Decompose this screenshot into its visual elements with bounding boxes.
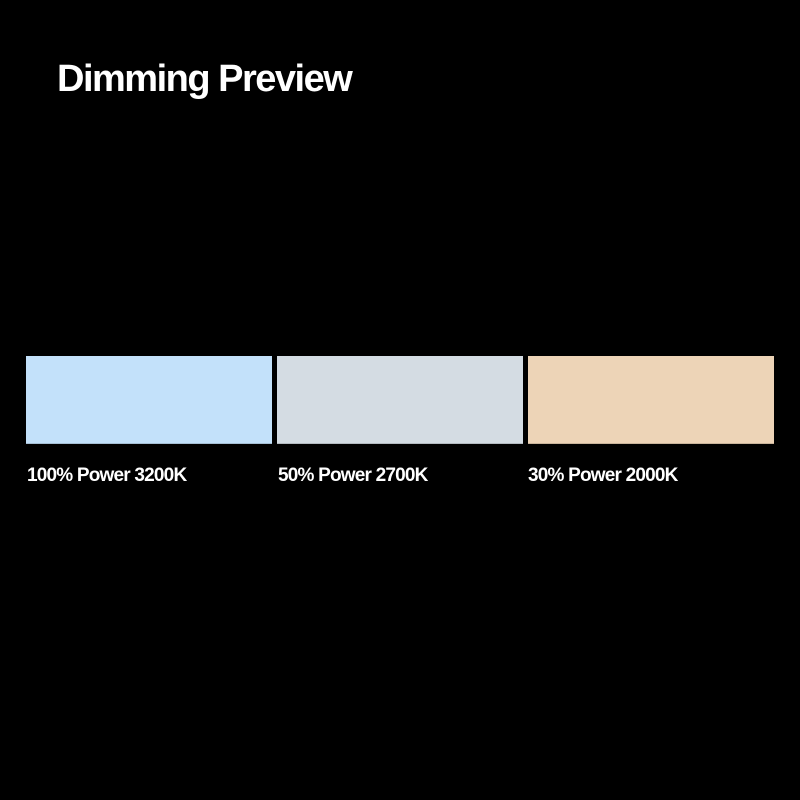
swatch-100-percent [26, 356, 272, 444]
page-title: Dimming Preview [57, 58, 353, 100]
swatch-label-100-percent: 100% Power 3200K [27, 465, 187, 486]
swatch-30-percent [528, 356, 774, 444]
swatch-label-50-percent: 50% Power 2700K [278, 465, 428, 486]
swatch-50-percent [277, 356, 523, 444]
swatch-label-30-percent: 30% Power 2000K [528, 465, 678, 486]
